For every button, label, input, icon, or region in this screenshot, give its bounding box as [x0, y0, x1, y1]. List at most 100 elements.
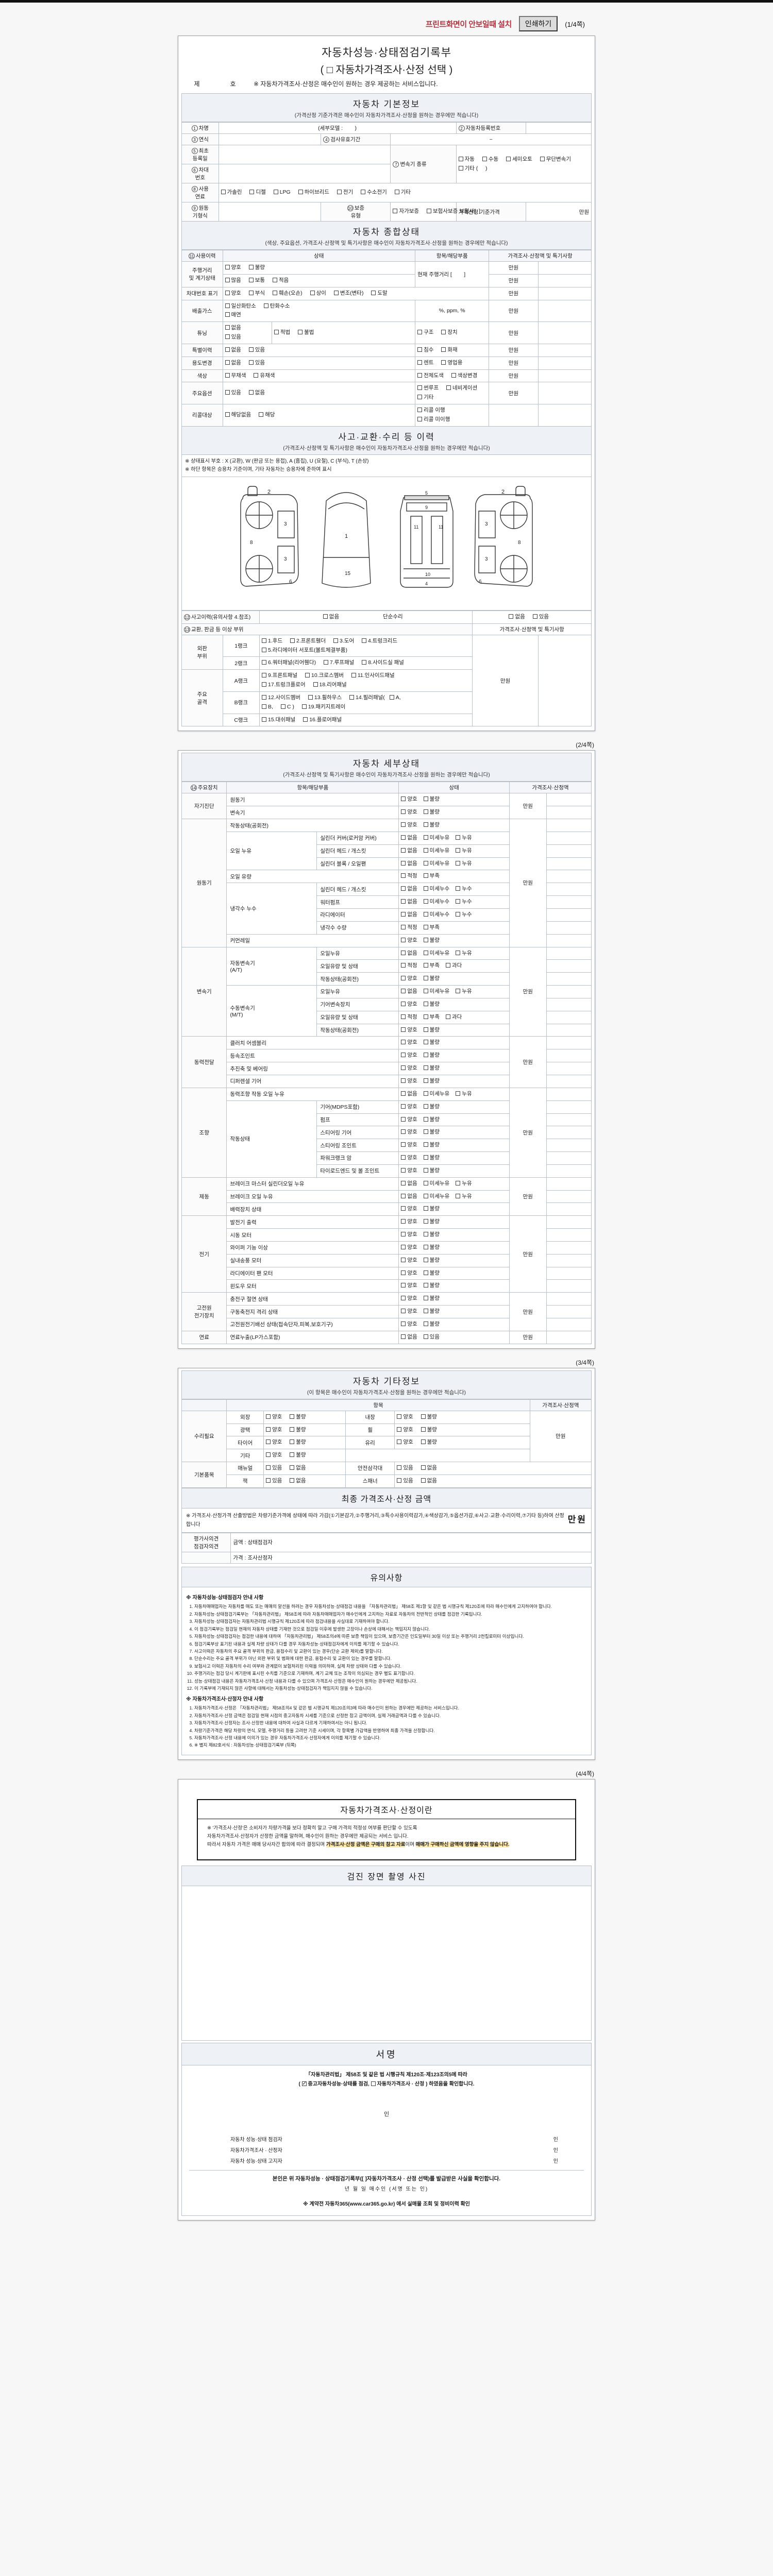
- checkbox-icon[interactable]: [248, 290, 254, 295]
- checkbox-option[interactable]: 불량: [423, 1256, 440, 1265]
- checkbox-icon[interactable]: [225, 325, 230, 330]
- checkbox-icon[interactable]: [401, 1257, 406, 1262]
- checkbox-icon[interactable]: [401, 809, 406, 815]
- checkbox-option[interactable]: 불량: [423, 1269, 440, 1278]
- cell-detail-state-options[interactable]: 없음 미세누수 누수: [398, 895, 510, 909]
- checkbox-icon[interactable]: [371, 290, 376, 295]
- cell-detail-note[interactable]: [546, 1215, 592, 1229]
- checkbox-icon[interactable]: [423, 989, 428, 994]
- checkbox-icon[interactable]: [417, 347, 423, 352]
- cell-ext-opts[interactable]: 양호 불량: [263, 1410, 346, 1424]
- checkbox-icon[interactable]: [401, 1244, 406, 1249]
- checkbox-icon[interactable]: [423, 1104, 428, 1109]
- cell-int-opts[interactable]: 양호 불량: [394, 1410, 530, 1424]
- checkbox-icon[interactable]: [456, 912, 461, 917]
- checkbox-icon[interactable]: [423, 1219, 428, 1224]
- checkbox-icon[interactable]: [458, 165, 463, 171]
- cell-detail-note[interactable]: [546, 1253, 592, 1267]
- cell-rank-c-items[interactable]: 15.대쉬패널 16.플로어패널: [259, 713, 473, 727]
- cell-options-state[interactable]: 있음 없음: [222, 382, 416, 405]
- checkbox-icon[interactable]: [313, 682, 318, 687]
- checkbox-option[interactable]: 양호: [401, 1077, 417, 1086]
- checkbox-icon[interactable]: [401, 1142, 406, 1147]
- cell-detail-state-options[interactable]: 없음 있음: [398, 1330, 510, 1344]
- checkbox-icon[interactable]: [423, 835, 428, 840]
- checkbox-icon[interactable]: [401, 912, 406, 917]
- checkbox-icon[interactable]: [532, 614, 537, 619]
- checkbox-icon[interactable]: [401, 1129, 406, 1134]
- cell-detail-state-options[interactable]: 양호 불량: [398, 1100, 510, 1114]
- checkbox-icon[interactable]: [290, 1414, 295, 1419]
- cell-detail-price[interactable]: 만원: [509, 1036, 547, 1088]
- cell-mileage-note-2[interactable]: [537, 274, 592, 287]
- checkbox-icon[interactable]: [401, 1180, 406, 1185]
- cell-detail-note[interactable]: [546, 857, 592, 871]
- checkbox-icon[interactable]: [349, 694, 355, 700]
- cell-special-unit[interactable]: 만원: [489, 343, 539, 357]
- checkbox-icon[interactable]: [290, 1427, 295, 1432]
- checkbox-icon[interactable]: [290, 1452, 295, 1458]
- cell-assessor-opinion[interactable]: 가격 : 조사산정자: [230, 1551, 592, 1564]
- checkbox-icon[interactable]: [417, 395, 423, 400]
- checkbox-icon[interactable]: [423, 822, 428, 827]
- checkbox-icon[interactable]: [225, 303, 230, 308]
- checkbox-icon[interactable]: [298, 330, 303, 335]
- cell-detail-state-options[interactable]: 양호 불량: [398, 1126, 510, 1140]
- checkbox-icon[interactable]: [423, 809, 428, 815]
- checkbox-icon[interactable]: [401, 976, 406, 981]
- checkbox-icon[interactable]: [401, 1206, 406, 1211]
- checkbox-icon[interactable]: [456, 899, 461, 904]
- checkbox-option[interactable]: 누유: [456, 859, 472, 869]
- cell-vin-value[interactable]: [218, 164, 391, 183]
- cell-detail-note[interactable]: [546, 793, 592, 807]
- cell-detail-note[interactable]: [546, 1164, 592, 1178]
- cell-detail-note[interactable]: [546, 921, 592, 935]
- checkbox-icon[interactable]: [259, 412, 264, 417]
- cell-detail-price[interactable]: 만원: [509, 1215, 547, 1293]
- checkbox-icon[interactable]: [401, 1014, 406, 1019]
- checkbox-icon[interactable]: [397, 1439, 402, 1445]
- cell-detail-note[interactable]: [546, 1100, 592, 1114]
- checkbox-option[interactable]: 불량: [423, 1230, 440, 1240]
- checkbox-icon[interactable]: [423, 886, 428, 891]
- checkbox-icon[interactable]: [249, 190, 255, 195]
- cell-detail-note[interactable]: [546, 831, 592, 845]
- checkbox-icon[interactable]: [248, 347, 254, 352]
- checkbox-icon[interactable]: [417, 385, 423, 391]
- cell-detail-state-options[interactable]: 없음 미세누유 누유: [398, 831, 510, 845]
- cell-detail-state-options[interactable]: 양호 불량: [398, 1202, 510, 1216]
- checkbox-icon[interactable]: [351, 673, 356, 678]
- cell-detail-note[interactable]: [546, 1139, 592, 1153]
- checkbox-option[interactable]: 미세누유: [423, 859, 449, 869]
- cell-usechange-unit[interactable]: 만원: [489, 356, 539, 370]
- cell-emission-unit[interactable]: 만원: [489, 299, 539, 323]
- checkbox-option[interactable]: 불량: [423, 1077, 440, 1086]
- checkbox-icon[interactable]: [290, 1439, 295, 1445]
- checkbox-icon[interactable]: [305, 673, 310, 678]
- checkbox-icon[interactable]: [221, 190, 226, 195]
- checkbox-icon[interactable]: [456, 950, 461, 955]
- checkbox-icon[interactable]: [441, 347, 446, 352]
- cell-detail-state-options[interactable]: 없음 미세누유 누유: [398, 985, 510, 998]
- checkbox-icon[interactable]: [225, 312, 230, 317]
- cell-detail-state-options[interactable]: 양호 불량: [398, 1266, 510, 1280]
- checkbox-option[interactable]: 적정: [401, 872, 417, 881]
- checkbox-icon[interactable]: [423, 1232, 428, 1237]
- checkbox-option[interactable]: 없음: [401, 1179, 417, 1189]
- cell-detail-state-options[interactable]: 양호 불량: [398, 1318, 510, 1331]
- checkbox-icon[interactable]: [423, 1091, 428, 1096]
- checkbox-icon[interactable]: [423, 1193, 428, 1198]
- checkbox-icon[interactable]: [423, 873, 428, 878]
- checkbox-option[interactable]: 불량: [423, 1217, 440, 1227]
- checkbox-icon[interactable]: [401, 1104, 406, 1109]
- checkbox-option[interactable]: 양호: [401, 1154, 417, 1163]
- checkbox-option[interactable]: 미세누수: [423, 910, 449, 920]
- checkbox-option[interactable]: 적정: [401, 961, 417, 971]
- cell-glass-opts[interactable]: 양호 불량: [394, 1436, 530, 1450]
- cell-detail-state-options[interactable]: 양호 불량: [398, 1023, 510, 1037]
- checkbox-icon[interactable]: [290, 1478, 295, 1483]
- cell-detail-note[interactable]: [546, 946, 592, 960]
- checkbox-icon[interactable]: [262, 673, 267, 678]
- checkbox-icon[interactable]: [423, 963, 428, 968]
- checkbox-icon[interactable]: [401, 1001, 406, 1006]
